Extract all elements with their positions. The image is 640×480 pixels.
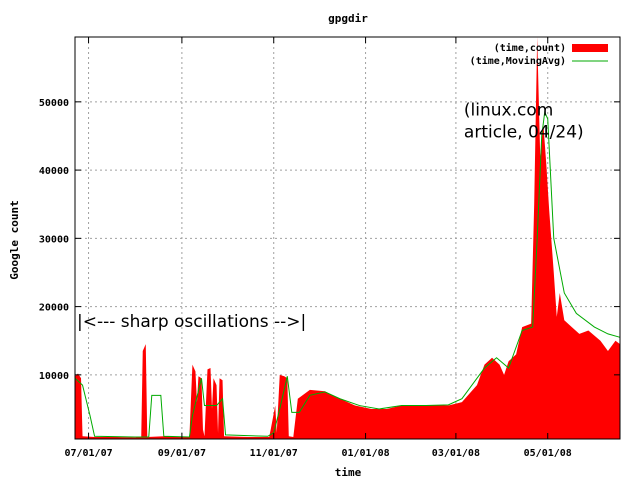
y-tick-label-0: 10000 (39, 371, 69, 382)
x-tick-label-5: 05/01/08 (524, 448, 572, 459)
legend-label-count: (time,count) (494, 42, 566, 54)
count-area-series (75, 37, 620, 439)
moving-avg-line (74, 110, 621, 438)
x-tick-label-2: 11/01/07 (250, 448, 298, 459)
x-tick-label-0: 07/01/07 (64, 448, 112, 459)
x-tick-label-4: 03/01/08 (432, 448, 480, 459)
legend: (time,count) (time,MovingAvg) (470, 42, 608, 67)
annotation-article-date: article, 04/24) (464, 122, 584, 142)
annotations: (linux.com article, 04/24) |<--- sharp o… (77, 100, 584, 332)
moving-avg-series (74, 110, 621, 438)
x-axis-ticks: 07/01/07 09/01/07 11/01/07 01/01/08 03/01/08… (64, 37, 572, 459)
chart-title: gpgdir (328, 12, 368, 25)
y-tick-label-3: 40000 (39, 166, 69, 177)
x-tick-label-1: 09/01/07 (158, 448, 206, 459)
y-tick-label-4: 50000 (39, 98, 69, 109)
annotation-linux-com: (linux.com (464, 100, 553, 120)
y-axis-ticks: 10000 20000 30000 40000 50000 (39, 98, 620, 382)
y-axis-label: Google count (8, 200, 21, 279)
x-tick-label-3: 01/01/08 (341, 448, 389, 459)
legend-swatch-count (572, 44, 608, 52)
legend-label-moving-avg: (time,MovingAvg) (470, 55, 566, 67)
y-tick-label-2: 30000 (39, 234, 69, 245)
y-tick-label-1: 20000 (39, 303, 69, 314)
x-axis-label: time (335, 466, 362, 479)
annotation-sharp-oscillations: |<--- sharp oscillations -->| (77, 312, 306, 332)
count-area-path (75, 37, 620, 439)
